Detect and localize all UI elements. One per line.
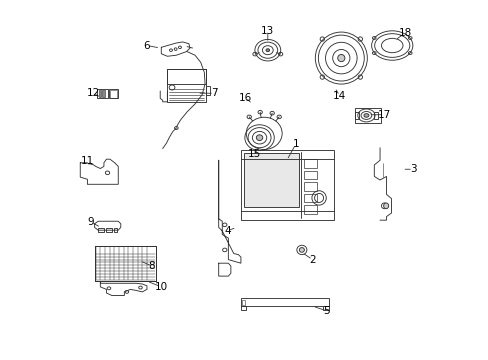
- Bar: [167, 69, 206, 102]
- Bar: [303, 205, 317, 214]
- Text: 14: 14: [332, 91, 346, 101]
- Bar: [206, 86, 210, 95]
- Bar: [244, 153, 299, 207]
- Bar: [242, 301, 244, 305]
- Text: 11: 11: [81, 156, 94, 166]
- Bar: [373, 112, 377, 119]
- Bar: [94, 246, 156, 281]
- Bar: [354, 108, 380, 123]
- Bar: [109, 89, 118, 98]
- Ellipse shape: [256, 135, 262, 140]
- Bar: [94, 246, 156, 281]
- Bar: [109, 90, 117, 98]
- Bar: [354, 112, 358, 119]
- Ellipse shape: [299, 248, 304, 252]
- Ellipse shape: [337, 54, 344, 62]
- Text: 10: 10: [154, 282, 167, 292]
- Bar: [241, 150, 333, 220]
- Text: 6: 6: [143, 41, 150, 50]
- Bar: [303, 171, 317, 179]
- Bar: [241, 306, 246, 310]
- Bar: [303, 194, 317, 202]
- Bar: [102, 90, 104, 97]
- Bar: [99, 90, 101, 97]
- Text: 16: 16: [239, 93, 252, 103]
- Ellipse shape: [383, 203, 388, 209]
- Text: 4: 4: [224, 226, 230, 236]
- Bar: [323, 306, 328, 310]
- Text: 18: 18: [398, 28, 411, 38]
- Text: 7: 7: [210, 88, 217, 98]
- Text: 3: 3: [409, 164, 415, 174]
- Text: 12: 12: [86, 88, 100, 98]
- Bar: [106, 228, 112, 232]
- Text: 5: 5: [323, 306, 329, 316]
- Bar: [241, 298, 328, 306]
- Text: 2: 2: [309, 255, 315, 265]
- Bar: [113, 228, 117, 232]
- Ellipse shape: [265, 49, 269, 51]
- Text: 13: 13: [261, 26, 274, 36]
- Bar: [97, 89, 108, 98]
- Text: 8: 8: [148, 261, 155, 271]
- Ellipse shape: [363, 114, 368, 117]
- Bar: [303, 159, 317, 168]
- Text: 9: 9: [87, 217, 94, 227]
- Text: 17: 17: [377, 110, 390, 120]
- Bar: [98, 228, 103, 232]
- Text: 1: 1: [292, 139, 299, 149]
- Bar: [167, 69, 206, 84]
- Text: 15: 15: [247, 149, 261, 159]
- Bar: [303, 182, 317, 191]
